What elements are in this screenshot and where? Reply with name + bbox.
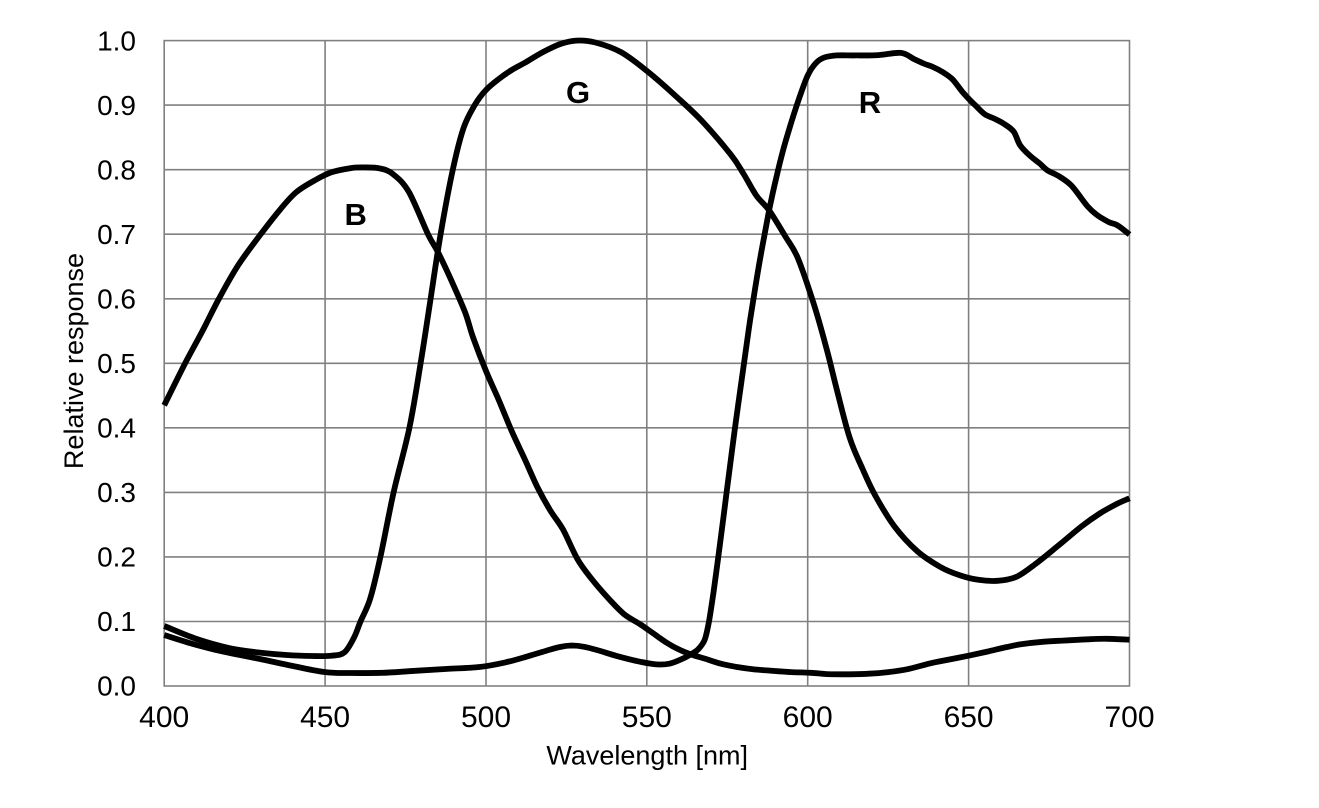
svg-text:0.4: 0.4 — [97, 413, 136, 444]
svg-text:G: G — [566, 75, 590, 110]
svg-text:600: 600 — [783, 701, 833, 734]
svg-text:0.0: 0.0 — [97, 671, 136, 702]
svg-text:450: 450 — [300, 701, 350, 734]
svg-text:B: B — [345, 197, 367, 232]
svg-text:0.9: 0.9 — [97, 90, 136, 121]
svg-text:Wavelength [nm]: Wavelength [nm] — [546, 741, 748, 771]
svg-text:R: R — [859, 85, 881, 120]
svg-text:0.1: 0.1 — [97, 606, 136, 637]
svg-text:Relative response: Relative response — [59, 253, 89, 469]
svg-text:400: 400 — [139, 701, 189, 734]
svg-text:650: 650 — [944, 701, 994, 734]
svg-text:500: 500 — [461, 701, 511, 734]
svg-text:1.0: 1.0 — [97, 25, 136, 56]
svg-text:700: 700 — [1104, 701, 1154, 734]
svg-text:0.2: 0.2 — [97, 542, 136, 573]
svg-text:0.7: 0.7 — [97, 219, 136, 250]
svg-text:550: 550 — [622, 701, 672, 734]
svg-text:0.3: 0.3 — [97, 477, 136, 508]
svg-text:0.6: 0.6 — [97, 284, 136, 315]
svg-text:0.5: 0.5 — [97, 348, 136, 379]
svg-text:0.8: 0.8 — [97, 154, 136, 185]
